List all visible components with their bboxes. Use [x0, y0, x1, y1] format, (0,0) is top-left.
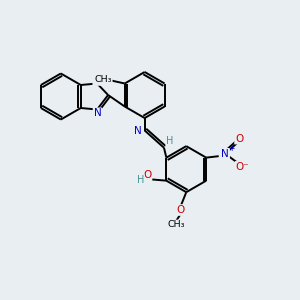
- Text: O⁻: O⁻: [236, 162, 249, 172]
- Text: CH₃: CH₃: [168, 220, 185, 230]
- Text: O: O: [143, 170, 152, 180]
- Text: N: N: [221, 149, 229, 159]
- Text: CH₃: CH₃: [94, 75, 112, 84]
- Text: N: N: [94, 108, 101, 118]
- Text: O: O: [177, 205, 185, 215]
- Text: N: N: [134, 125, 141, 136]
- Text: H: H: [137, 175, 144, 185]
- Text: H: H: [166, 136, 174, 146]
- Text: O: O: [235, 134, 243, 144]
- Text: +: +: [228, 144, 234, 153]
- Text: O: O: [93, 75, 101, 85]
